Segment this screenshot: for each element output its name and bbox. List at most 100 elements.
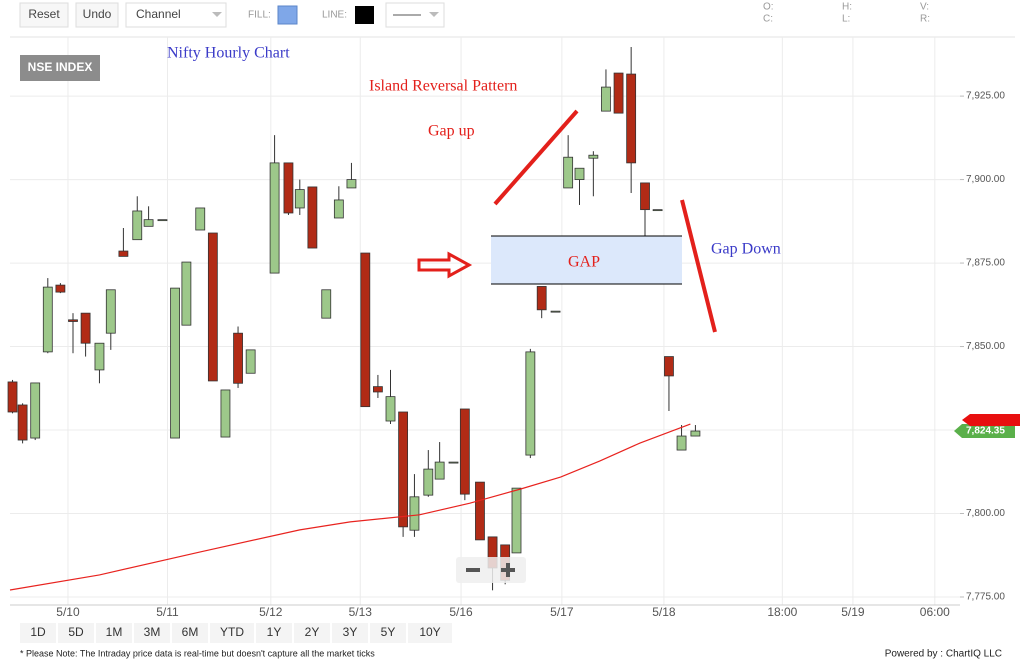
gap-box <box>491 236 682 284</box>
low-readout: L: <box>842 14 850 25</box>
candle-body <box>307 186 318 249</box>
candle-body <box>245 349 256 374</box>
close-readout: C: <box>763 14 773 25</box>
grid: 7,775.007,800.007,825.007,850.007,875.00… <box>10 37 1005 619</box>
candle-body <box>652 209 663 212</box>
reset-button[interactable] <box>19 2 69 28</box>
candle-body <box>574 167 585 180</box>
candle-body <box>17 404 28 441</box>
range-button[interactable] <box>370 623 406 643</box>
candle-body <box>550 310 561 313</box>
chart-title: Nifty Hourly Chart <box>167 45 290 62</box>
candle-body <box>157 219 168 222</box>
x-tick-label: 5/19 <box>841 605 865 619</box>
channel-label[interactable]: Channel <box>136 7 181 21</box>
candle-body <box>563 156 574 189</box>
candle-body <box>613 72 624 114</box>
range-bar: 1D 5D 1M 3M 6M YTD 1Y 2Y 3Y 5Y 10Y <box>20 623 452 643</box>
pattern-annotation: Island Reversal Pattern <box>369 78 517 95</box>
line-swatch[interactable] <box>355 6 374 24</box>
range-button[interactable] <box>96 623 132 643</box>
candle-body <box>283 162 294 214</box>
range-label: 3M <box>144 625 161 639</box>
x-tick-label: 5/12 <box>259 605 283 619</box>
moving-average <box>9 423 691 591</box>
line-label: LINE: <box>322 10 347 21</box>
x-tick-label: 5/17 <box>550 605 574 619</box>
candle-body <box>7 381 18 413</box>
y-tick-label: 7,925.00 <box>966 91 1005 102</box>
candle-body <box>346 179 357 189</box>
marks: 7,824.35 <box>7 47 1015 591</box>
candle-body <box>385 396 396 422</box>
open-readout: O: <box>763 2 774 13</box>
candle-body <box>434 461 445 480</box>
x-tick-label: 18:00 <box>767 605 797 619</box>
candle-body <box>690 430 701 437</box>
candle-body <box>459 408 470 495</box>
y-tick-label: 7,850.00 <box>966 341 1005 352</box>
range-button[interactable] <box>58 623 94 643</box>
candle-body <box>664 356 674 377</box>
zoom-controls <box>456 557 526 583</box>
range-label: YTD <box>220 625 244 639</box>
x-tick-label: 5/10 <box>56 605 80 619</box>
zoom-out[interactable] <box>466 568 480 572</box>
range-label: 6M <box>182 625 199 639</box>
dropdown-arrow <box>429 12 439 17</box>
badge-bg <box>20 55 100 81</box>
candle-body <box>333 199 344 219</box>
range-button[interactable] <box>294 623 330 643</box>
candle-body <box>143 219 154 227</box>
candle-body <box>55 284 66 293</box>
candle-body <box>373 386 383 393</box>
candle-body <box>448 461 459 464</box>
candle-body <box>588 154 599 159</box>
last-price-label: 7,824.35 <box>966 426 1005 437</box>
range-label: 10Y <box>419 625 440 639</box>
zoom-in[interactable] <box>501 563 515 577</box>
candle-body <box>423 468 434 496</box>
undo-label[interactable]: Undo <box>83 7 112 21</box>
x-tick-label: 06:00 <box>920 605 950 619</box>
candle-body <box>233 332 243 384</box>
range-button[interactable] <box>408 623 452 643</box>
fill-swatch[interactable] <box>277 5 298 25</box>
channel-dropdown[interactable] <box>125 2 227 28</box>
range-button[interactable] <box>332 623 368 643</box>
candle-body <box>42 286 53 353</box>
x-tick-label: 5/13 <box>349 605 373 619</box>
candle-body <box>170 287 180 439</box>
gap-up-line <box>493 109 579 206</box>
candle-body <box>105 289 116 334</box>
gap-arrow <box>417 251 473 279</box>
candle-body <box>30 382 41 439</box>
candle-body <box>68 319 78 322</box>
gap-annotation: GAP <box>568 254 600 271</box>
range-button[interactable] <box>172 623 208 643</box>
candle-body <box>398 411 409 528</box>
candle-body <box>409 496 420 531</box>
candle-body <box>207 232 218 382</box>
candle-body <box>475 481 485 541</box>
candle-body <box>220 389 231 438</box>
range-readout: R: <box>920 14 930 25</box>
range-button[interactable] <box>210 623 254 643</box>
range-button[interactable] <box>134 623 170 643</box>
candle-body <box>601 86 611 112</box>
range-button[interactable] <box>256 623 292 643</box>
gap-down-line <box>680 199 717 333</box>
candle-body <box>294 189 305 209</box>
range-label: 2Y <box>305 625 320 639</box>
footnote: * Please Note: The Intraday price data i… <box>20 648 375 658</box>
undo-button[interactable] <box>75 2 119 28</box>
range-button[interactable] <box>20 623 56 643</box>
range-label: 5Y <box>381 625 396 639</box>
last-price-tag <box>954 424 1015 439</box>
index-badge: NSE INDEX <box>28 60 93 74</box>
candle-body <box>360 252 371 408</box>
high-readout: H: <box>842 2 852 13</box>
range-label: 5D <box>68 625 84 639</box>
reset-label[interactable]: Reset <box>28 7 60 21</box>
